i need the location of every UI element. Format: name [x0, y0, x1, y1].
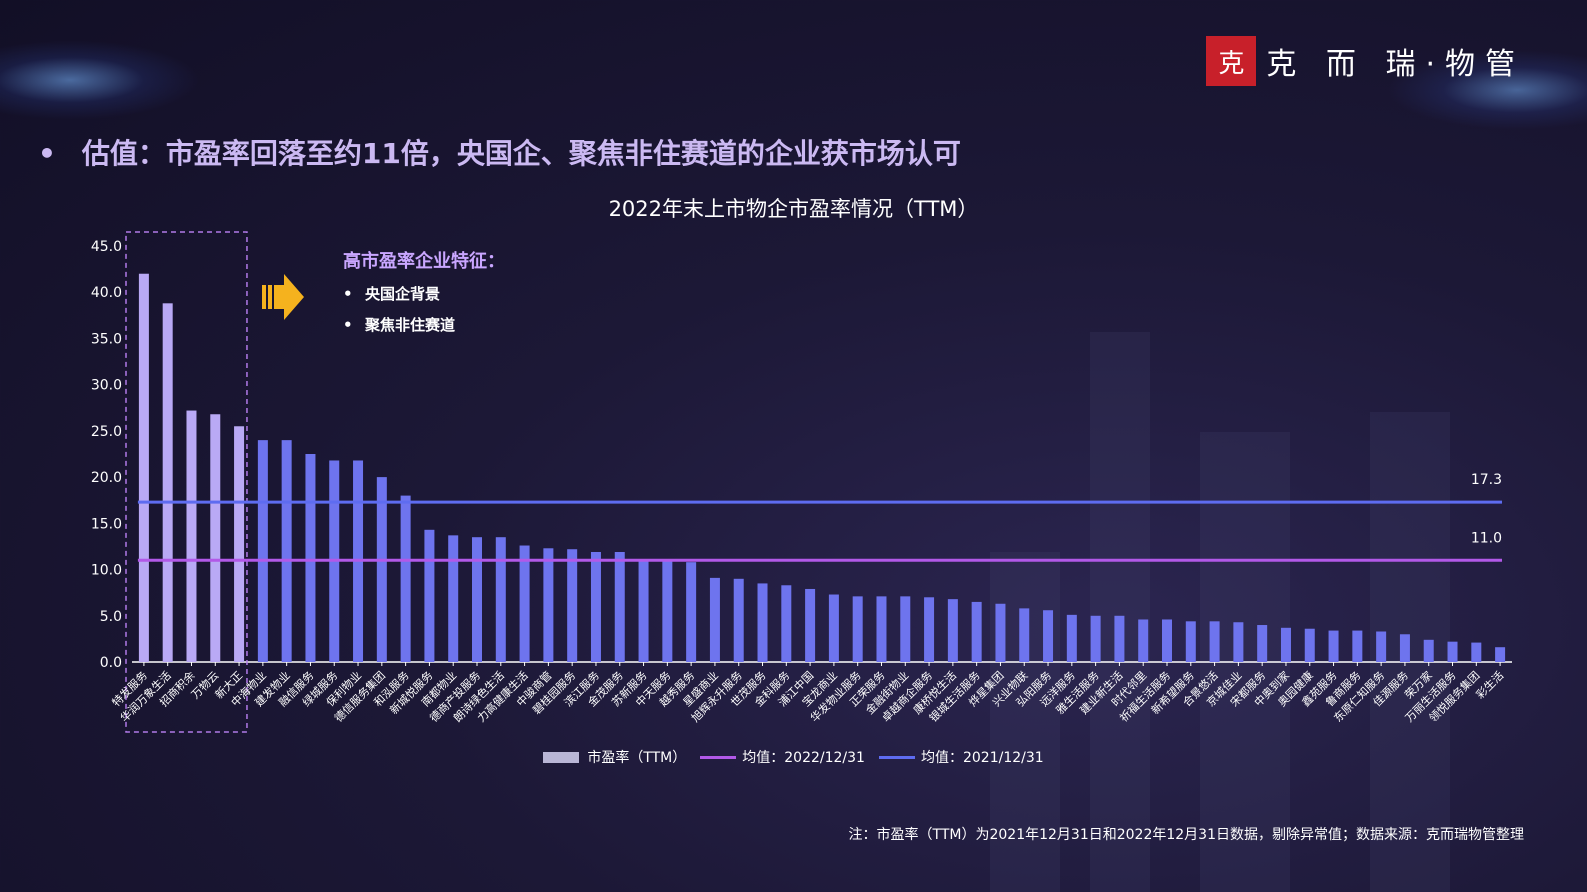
bar — [852, 596, 863, 662]
bar — [924, 597, 935, 662]
bar — [138, 273, 149, 662]
chart-legend: 市盈率（TTM） 均值：2022/12/31 均值：2021/12/31 — [0, 747, 1587, 767]
light-flare-right — [1387, 50, 1587, 130]
bar — [1114, 615, 1125, 662]
legend-item-mean-2022: 均值：2022/12/31 — [700, 747, 865, 767]
bar — [1328, 630, 1339, 662]
bar — [805, 588, 816, 662]
brand-name: 克 而 瑞·物管 — [1266, 47, 1525, 82]
bar — [1185, 621, 1196, 662]
bar — [305, 454, 316, 662]
bar — [686, 562, 697, 662]
y-tick-label: 25.0 — [91, 424, 122, 440]
bar — [186, 410, 197, 662]
bar — [424, 529, 435, 662]
y-tick-label: 0.0 — [100, 655, 122, 671]
bar — [1138, 619, 1149, 662]
bar — [947, 599, 958, 662]
bar — [1066, 614, 1077, 662]
bar — [1304, 628, 1315, 662]
highlight-box — [125, 231, 248, 733]
chart-title: 2022年末上市物企市盈率情况（TTM） — [608, 197, 979, 221]
bar — [519, 545, 530, 662]
bar — [1209, 621, 1220, 662]
bar — [1471, 642, 1482, 662]
city-silhouette — [1090, 332, 1150, 892]
bar — [828, 594, 839, 662]
bar — [543, 548, 554, 662]
bar — [1352, 630, 1363, 662]
bar — [1423, 639, 1434, 662]
y-tick-label: 15.0 — [91, 516, 122, 532]
legend-item-bar: 市盈率（TTM） — [543, 747, 686, 767]
bar — [400, 495, 411, 662]
bar — [781, 585, 792, 662]
bar — [1495, 647, 1506, 662]
y-tick-label: 5.0 — [100, 609, 122, 625]
bar — [995, 603, 1006, 662]
bar — [567, 549, 578, 662]
light-flare-left — [0, 40, 200, 120]
bar — [662, 560, 673, 662]
y-tick-label: 35.0 — [91, 331, 122, 347]
feature-item: • 央国企背景 — [343, 285, 441, 303]
bar — [234, 426, 245, 662]
bar — [1019, 608, 1030, 662]
mean-2021-label: 17.3 — [1471, 472, 1502, 488]
bar — [1090, 615, 1101, 662]
bar — [1043, 610, 1054, 662]
y-tick-label: 30.0 — [91, 378, 122, 394]
bar — [495, 537, 506, 662]
bar — [1280, 627, 1291, 662]
bar — [757, 583, 768, 662]
bar — [709, 577, 720, 662]
bar — [257, 440, 268, 662]
bar — [638, 560, 649, 662]
features-title: 高市盈率企业特征： — [343, 251, 505, 272]
bar — [876, 596, 887, 662]
bar — [1233, 622, 1244, 662]
bar — [614, 551, 625, 662]
bar — [472, 537, 482, 662]
bar — [900, 596, 911, 662]
x-tick-label: 彩生活 — [1473, 668, 1506, 701]
bar — [376, 477, 387, 662]
bar — [1447, 641, 1458, 662]
feature-item: • 聚焦非住赛道 — [343, 316, 456, 334]
bar — [281, 440, 292, 662]
bar — [1162, 619, 1172, 662]
bar — [1257, 625, 1268, 662]
bar — [590, 551, 601, 662]
y-tick-label: 20.0 — [91, 470, 122, 486]
arrow-right-icon — [262, 272, 306, 326]
bar — [210, 414, 221, 662]
bar — [971, 601, 982, 662]
mean-2022-label: 11.0 — [1471, 530, 1502, 546]
bar — [1399, 634, 1410, 662]
high-pe-features: 高市盈率企业特征： • 央国企背景 • 聚焦非住赛道 — [343, 247, 505, 345]
y-tick-label: 40.0 — [91, 285, 122, 301]
bar — [448, 535, 459, 662]
brand-logo: 克 克 而 瑞·物管 — [1206, 36, 1525, 86]
y-tick-label: 10.0 — [91, 563, 122, 579]
y-tick-label: 45.0 — [91, 239, 122, 255]
headline-text: 估值：市盈率回落至约11倍，央国企、聚焦非住赛道的企业获市场认可 — [81, 137, 961, 170]
page-headline: • 估值：市盈率回落至约11倍，央国企、聚焦非住赛道的企业获市场认可 — [38, 132, 961, 172]
bar — [1376, 631, 1387, 662]
bar — [733, 578, 744, 662]
seal-icon: 克 — [1206, 36, 1257, 86]
bar — [162, 303, 173, 662]
footnote: 注：市盈率（TTM）为2021年12月31日和2022年12月31日数据，剔除异… — [848, 827, 1524, 843]
bullet-icon: • — [38, 137, 56, 170]
legend-item-mean-2021: 均值：2021/12/31 — [878, 747, 1044, 767]
